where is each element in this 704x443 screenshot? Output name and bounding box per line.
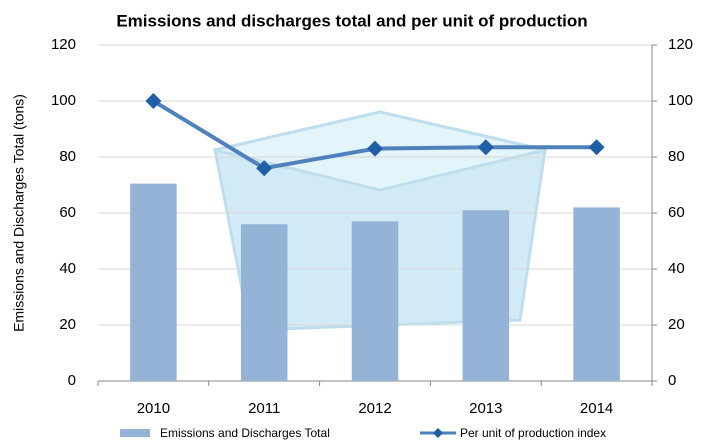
x-tick-label: 2013	[469, 400, 502, 417]
y-tick-label: 60	[59, 204, 76, 221]
x-tick-label: 2011	[248, 400, 280, 417]
y-tick-label: 0	[68, 372, 76, 389]
chart: Emissions and discharges total and per u…	[0, 0, 704, 443]
marker	[589, 139, 605, 155]
bar	[573, 207, 620, 381]
y-tick-label: 100	[51, 92, 76, 109]
y2-tick-label: 100	[668, 92, 693, 109]
y-axis-label: Emissions and Discharges Total (tons)	[11, 94, 27, 332]
legend-label: Emissions and Discharges Total	[160, 426, 330, 440]
y2-tick-label: 40	[668, 260, 685, 277]
bar	[130, 184, 177, 381]
x-tick-label: 2014	[580, 400, 613, 417]
y2-tick-label: 20	[668, 316, 685, 333]
y-tick-label: 40	[59, 260, 76, 277]
legend-swatch	[120, 429, 150, 437]
bar	[241, 224, 288, 381]
legend-label: Per unit of production index	[460, 426, 606, 440]
x-tick-label: 2010	[137, 400, 170, 417]
bar	[463, 210, 510, 381]
y-tick-label: 80	[59, 148, 76, 165]
chart-title: Emissions and discharges total and per u…	[116, 11, 587, 30]
bar	[352, 221, 399, 381]
y2-tick-label: 120	[668, 36, 693, 53]
y2-tick-label: 80	[668, 148, 685, 165]
x-tick-label: 2012	[358, 400, 391, 417]
y2-tick-label: 60	[668, 204, 685, 221]
y2-tick-label: 0	[668, 372, 676, 389]
y-tick-label: 120	[51, 36, 76, 53]
y-tick-label: 20	[59, 316, 76, 333]
legend-swatch	[433, 428, 443, 438]
